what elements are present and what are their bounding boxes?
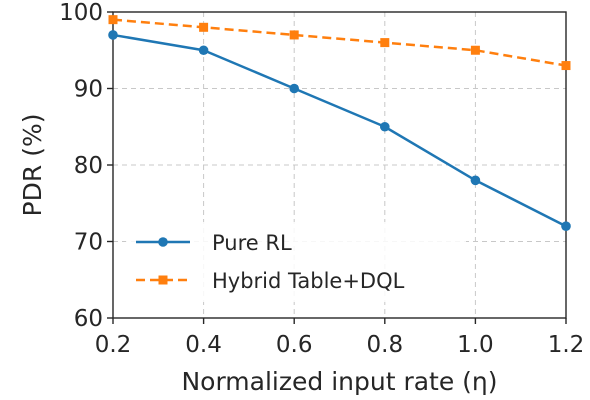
x-tick-label: 1.0 bbox=[457, 332, 494, 358]
legend-item: Hybrid Table+DQL bbox=[136, 269, 405, 293]
data-point bbox=[199, 22, 209, 32]
y-tick-label: 60 bbox=[74, 306, 103, 332]
y-tick-label: 100 bbox=[59, 0, 103, 26]
y-tick-label: 80 bbox=[74, 153, 103, 179]
data-point bbox=[108, 15, 118, 25]
series-line bbox=[112, 18, 567, 67]
x-tick-label: 1.2 bbox=[548, 332, 585, 358]
data-point bbox=[198, 45, 209, 56]
data-point bbox=[108, 30, 118, 40]
data-point bbox=[289, 30, 299, 40]
data-point bbox=[561, 61, 571, 71]
y-tick-label: 90 bbox=[74, 77, 103, 103]
data-point bbox=[380, 121, 390, 132]
x-tick-label: 0.2 bbox=[95, 332, 132, 358]
series-line bbox=[112, 33, 567, 228]
data-point bbox=[380, 38, 390, 48]
y-axis-label: PDR (%) bbox=[18, 114, 47, 217]
data-point bbox=[470, 45, 480, 55]
x-axis-label: Normalized input rate (η) bbox=[181, 367, 497, 396]
legend-marker bbox=[158, 237, 168, 247]
legend-item: Pure RL bbox=[136, 231, 292, 255]
series-0 bbox=[108, 30, 571, 231]
series-lines bbox=[108, 15, 571, 231]
x-tick-label: 0.6 bbox=[276, 332, 313, 358]
legend-label: Pure RL bbox=[212, 231, 292, 255]
y-tick-label: 70 bbox=[74, 230, 103, 256]
legend-marker bbox=[158, 275, 168, 285]
data-point bbox=[289, 83, 300, 94]
legend-box bbox=[126, 222, 466, 302]
data-point bbox=[470, 175, 481, 186]
x-tick-label: 0.4 bbox=[185, 332, 222, 358]
x-tick-label: 0.8 bbox=[367, 332, 404, 358]
axis-ticks: 0.2 0.4 0.6 0.8 1.0 1.2 60 70 80 90 100 bbox=[59, 0, 584, 358]
legend-label: Hybrid Table+DQL bbox=[212, 269, 405, 293]
series-1 bbox=[108, 15, 571, 71]
legend: Pure RL Hybrid Table+DQL bbox=[126, 222, 466, 302]
data-point bbox=[561, 221, 571, 231]
